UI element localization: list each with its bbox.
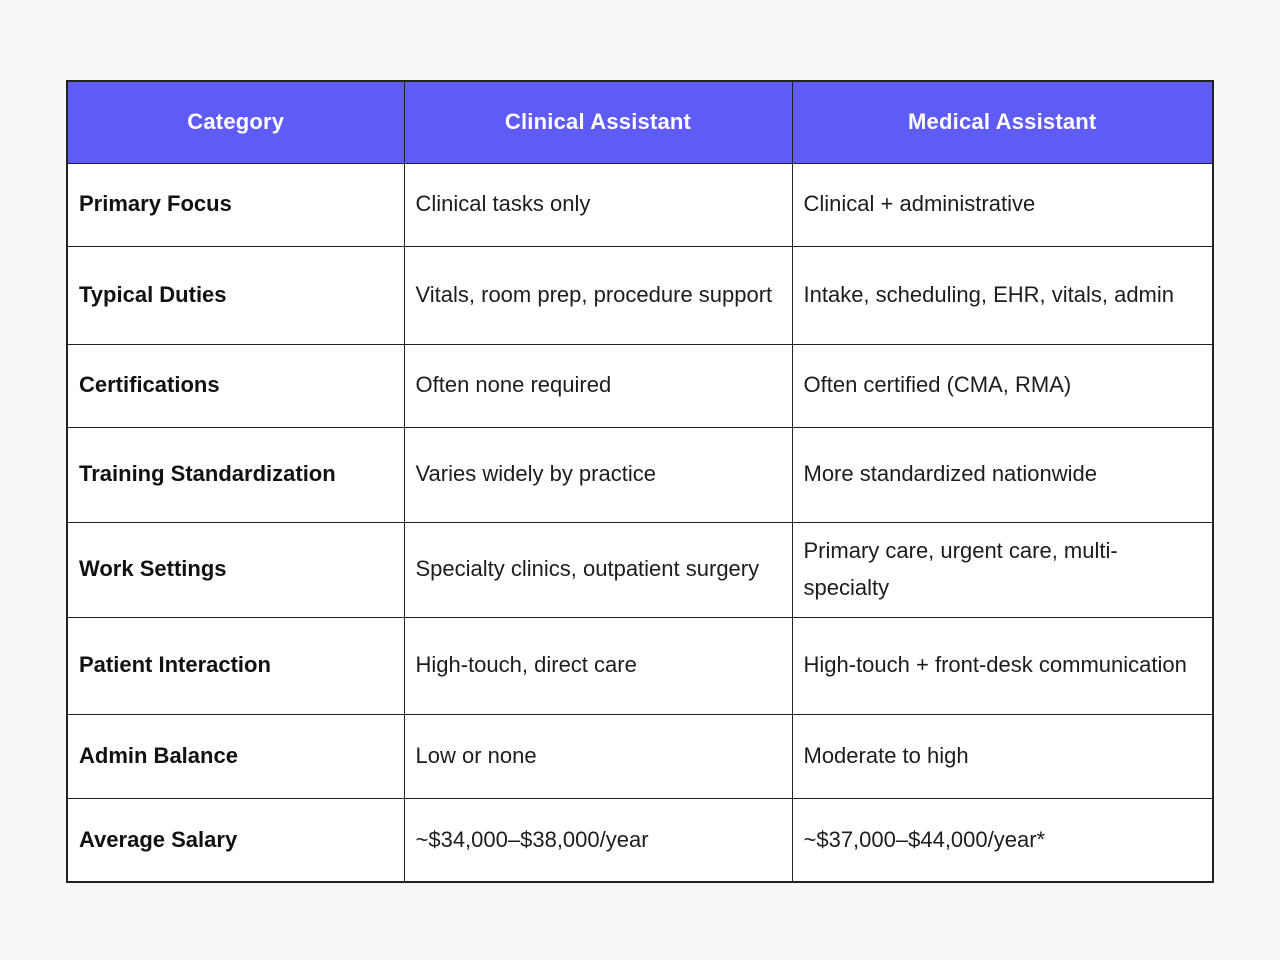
table-row: Work Settings Specialty clinics, outpati… [66, 521, 1214, 618]
table-row: Typical Duties Vitals, room prep, proced… [66, 245, 1214, 345]
row-category-cell: Typical Duties [66, 245, 405, 345]
row-category-cell: Certifications [66, 343, 405, 428]
row-category-cell: Training Standardization [66, 426, 405, 523]
comparison-table: Category Clinical Assistant Medical Assi… [66, 80, 1214, 883]
row-clinical-cell: Low or none [403, 713, 793, 799]
row-category-cell: Admin Balance [66, 713, 405, 799]
table-body: Primary Focus Clinical tasks only Clinic… [66, 162, 1214, 883]
row-clinical-cell: Varies widely by practice [403, 426, 793, 523]
row-category-cell: Work Settings [66, 521, 405, 618]
table-row: Primary Focus Clinical tasks only Clinic… [66, 162, 1214, 247]
table-row: Training Standardization Varies widely b… [66, 426, 1214, 523]
row-clinical-cell: Clinical tasks only [403, 162, 793, 247]
table-row: Certifications Often none required Often… [66, 343, 1214, 428]
header-cell-category: Category [66, 80, 405, 164]
table-row: Admin Balance Low or none Moderate to hi… [66, 713, 1214, 799]
header-row: Category Clinical Assistant Medical Assi… [66, 80, 1214, 164]
row-category-cell: Average Salary [66, 797, 405, 883]
row-medical-cell: ~$37,000–$44,000/year* [791, 797, 1214, 883]
row-category-cell: Primary Focus [66, 162, 405, 247]
header-cell-medical-assistant: Medical Assistant [791, 80, 1214, 164]
row-medical-cell: Clinical + administrative [791, 162, 1214, 247]
header-cell-clinical-assistant: Clinical Assistant [403, 80, 793, 164]
row-medical-cell: Moderate to high [791, 713, 1214, 799]
row-medical-cell: More standardized nationwide [791, 426, 1214, 523]
table-row: Average Salary ~$34,000–$38,000/year ~$3… [66, 797, 1214, 883]
row-medical-cell: Often certified (CMA, RMA) [791, 343, 1214, 428]
row-category-cell: Patient Interaction [66, 616, 405, 715]
row-medical-cell: Intake, scheduling, EHR, vitals, admin [791, 245, 1214, 345]
row-clinical-cell: High-touch, direct care [403, 616, 793, 715]
row-clinical-cell: Often none required [403, 343, 793, 428]
row-clinical-cell: ~$34,000–$38,000/year [403, 797, 793, 883]
row-clinical-cell: Specialty clinics, outpatient surgery [403, 521, 793, 618]
row-medical-cell: High-touch + front-desk communication [791, 616, 1214, 715]
comparison-table-container: Category Clinical Assistant Medical Assi… [66, 80, 1214, 883]
row-medical-cell: Primary care, urgent care, multi-special… [791, 521, 1214, 618]
row-clinical-cell: Vitals, room prep, procedure support [403, 245, 793, 345]
table-row: Patient Interaction High-touch, direct c… [66, 616, 1214, 715]
